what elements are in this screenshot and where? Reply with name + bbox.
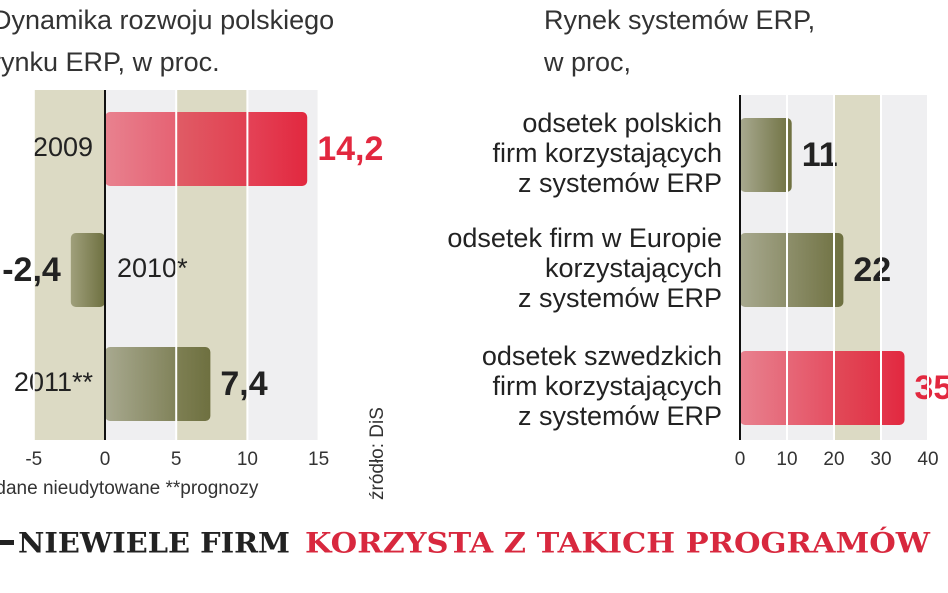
bar [740, 118, 792, 192]
x-tick-label: 0 [735, 449, 746, 470]
x-tick-label: 30 [870, 449, 891, 470]
value-label: 35 [915, 369, 948, 407]
x-tick-label: 15 [308, 449, 329, 470]
category-label: 2011** [14, 367, 94, 397]
bar [105, 112, 308, 186]
value-label: -2,4 [2, 251, 61, 289]
category-label: z systemów ERP [518, 401, 722, 431]
bar [105, 347, 211, 421]
category-label: odsetek polskich [522, 108, 722, 138]
headline-rest: KORZYSTA Z TAKICH PROGRAMÓW [305, 526, 931, 560]
bar [740, 233, 844, 307]
category-label: z systemów ERP [518, 283, 722, 313]
x-tick-label: 40 [917, 449, 938, 470]
category-label: firm korzystających [492, 371, 722, 401]
bar [70, 233, 105, 307]
x-tick-label: 10 [776, 449, 797, 470]
charts: Dynamika rozwoju polskiego rynku ERP, w p… [0, 5, 948, 500]
chart-title: Rynek systemów ERP, [544, 5, 815, 35]
x-tick-label: -5 [25, 449, 42, 470]
category-label: korzystających [545, 253, 722, 283]
chart-title: Dynamika rozwoju polskiego [0, 5, 334, 35]
footnote: *dane nieudytowane **prognozy [0, 478, 259, 499]
x-tick-label: 10 [237, 449, 258, 470]
source: źródło: DiS [367, 407, 388, 500]
category-label: z systemów ERP [518, 168, 722, 198]
category-label: 2010* [117, 253, 188, 283]
value-label: 14,2 [317, 130, 383, 168]
x-tick-label: 0 [100, 449, 111, 470]
x-tick-label: 20 [823, 449, 844, 470]
chart-title: rynku ERP, w proc. [0, 47, 220, 77]
category-label: 2009 [33, 132, 93, 162]
value-label: 11 [802, 136, 838, 174]
category-label: odsetek szwedzkich [482, 341, 722, 371]
headline-dash [0, 540, 14, 545]
category-label: firm korzystających [492, 138, 722, 168]
headline-lead: NIEWIELE FIRM [18, 527, 290, 560]
value-label: 22 [853, 251, 891, 289]
value-label: 7,4 [220, 365, 267, 403]
bar [740, 351, 905, 425]
chart-title: w proc, [543, 47, 631, 77]
category-label: odsetek firm w Europie [447, 223, 722, 253]
x-tick-label: 5 [171, 449, 182, 470]
